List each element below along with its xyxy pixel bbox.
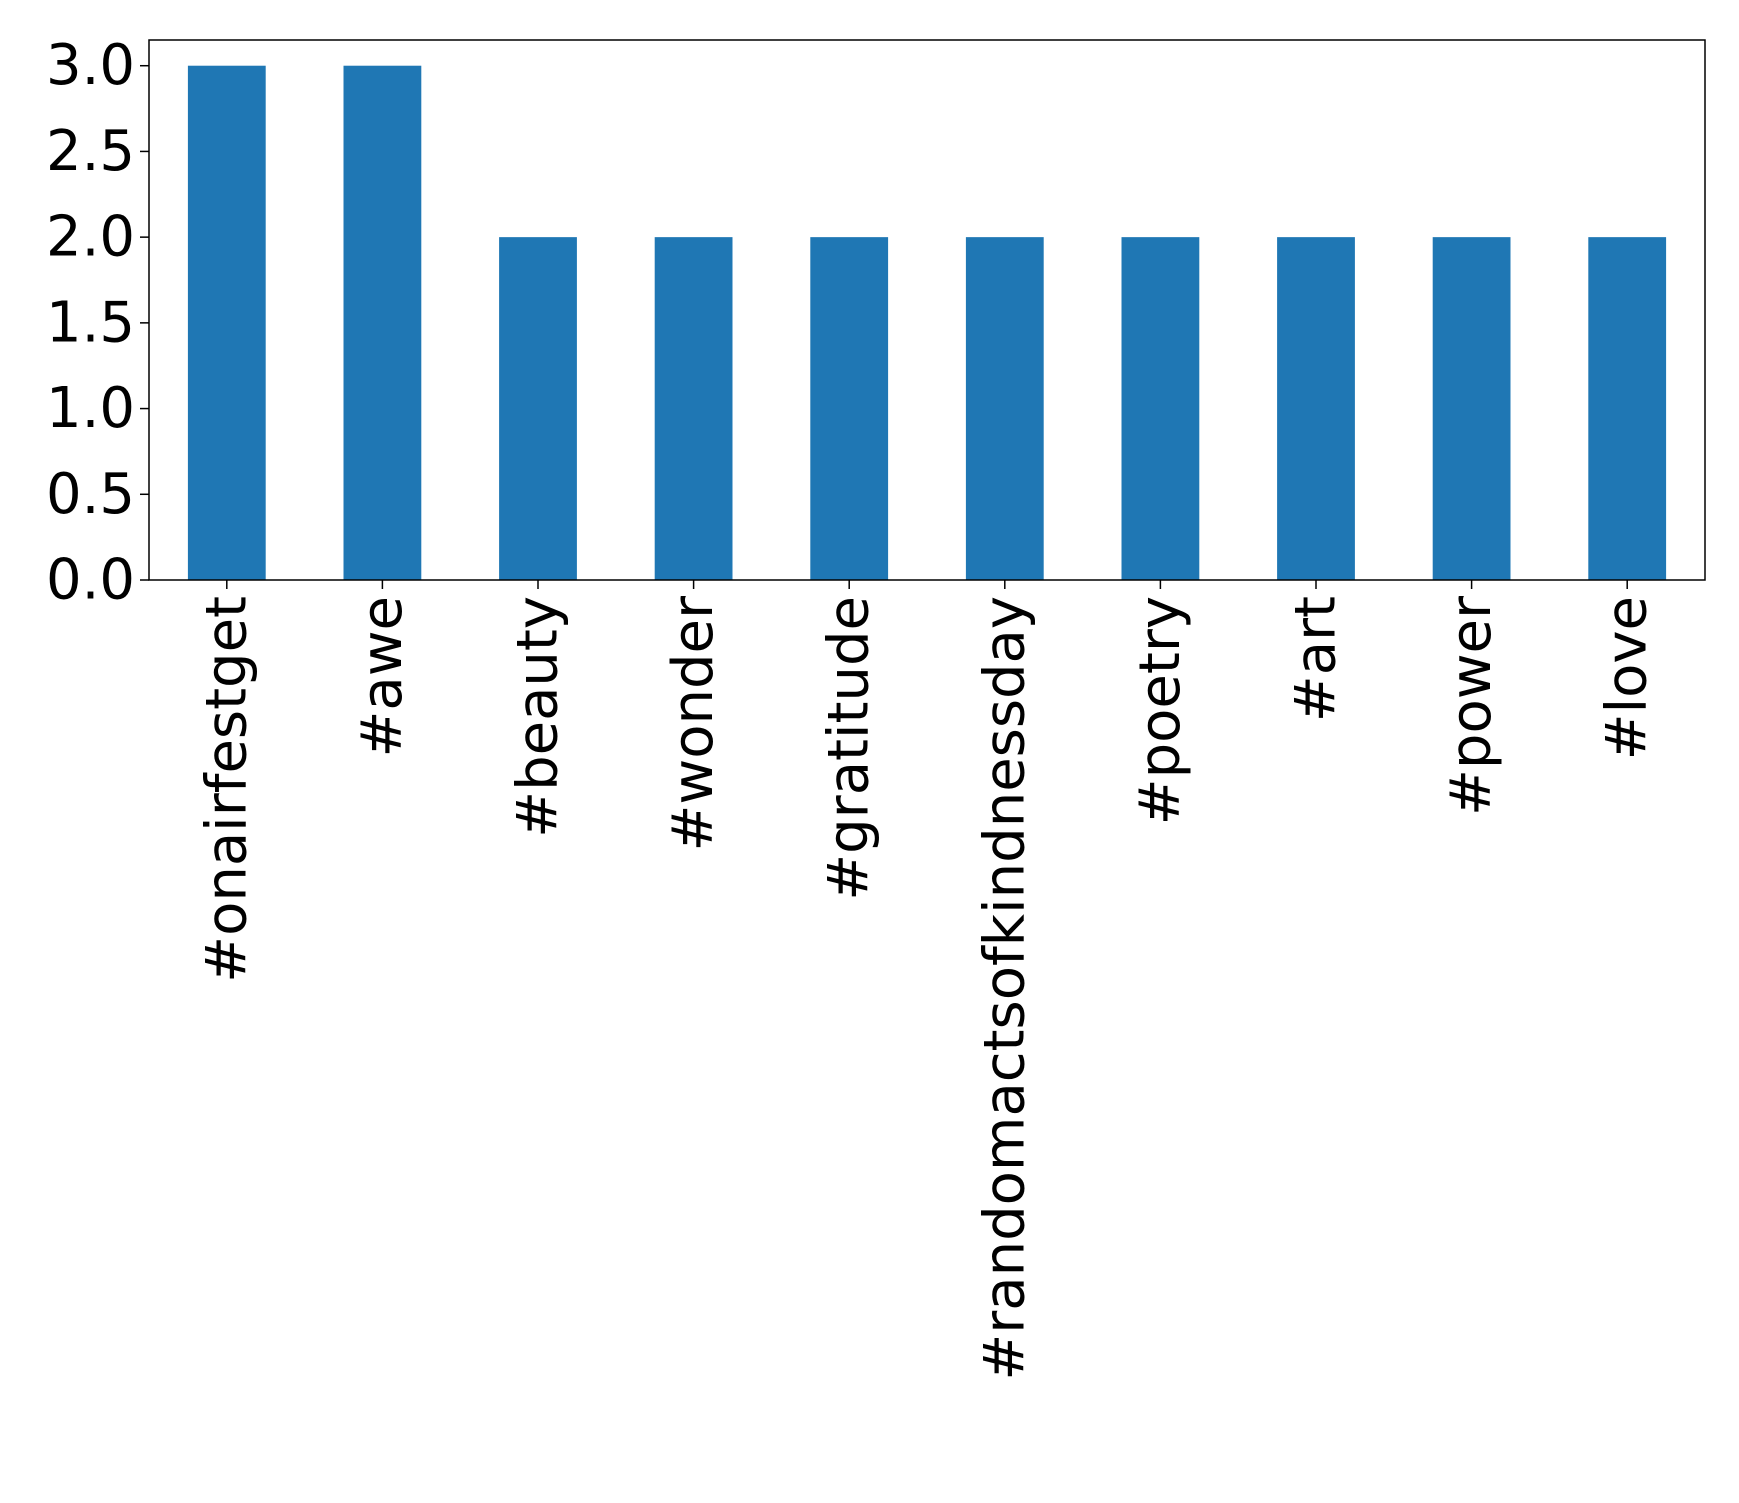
y-tick-label: 1.5 xyxy=(46,290,135,355)
y-tick-label: 1.0 xyxy=(46,376,135,441)
bar xyxy=(654,237,733,580)
x-tick-label: #art xyxy=(1284,596,1349,722)
x-tick-label: #wonder xyxy=(661,595,726,851)
y-tick-label: 2.0 xyxy=(46,205,135,270)
y-tick-label: 0.0 xyxy=(46,548,135,613)
x-tick-label: #randomactsofkindnessday xyxy=(972,596,1037,1381)
y-tick-label: 2.5 xyxy=(46,119,135,184)
bar xyxy=(1432,237,1511,580)
x-tick-label: #love xyxy=(1595,596,1660,760)
bar xyxy=(1588,237,1667,580)
y-axis: 0.0 0.5 1.0 1.5 2.0 2.5 3.0 xyxy=(46,33,149,613)
bars-group xyxy=(187,65,1667,580)
bar xyxy=(810,237,889,580)
x-tick-label: #poetry xyxy=(1128,596,1193,825)
x-tick-label: #gratitude xyxy=(817,596,882,901)
bar xyxy=(1277,237,1355,580)
bar xyxy=(965,237,1044,580)
y-tick-label: 3.0 xyxy=(46,33,135,98)
y-tick-label: 0.5 xyxy=(46,462,135,527)
x-axis: #onairfestget #awe #beauty #wonder #gratitud… xyxy=(194,580,1660,1381)
bar xyxy=(1121,237,1200,580)
bar xyxy=(343,65,422,580)
plot-frame xyxy=(148,39,1706,581)
x-tick-label: #onairfestget xyxy=(194,596,259,983)
x-tick-label: #beauty xyxy=(506,596,571,838)
bar xyxy=(187,65,266,580)
bar xyxy=(499,237,577,580)
x-tick-label: #awe xyxy=(350,596,415,758)
x-tick-label: #power xyxy=(1439,595,1504,816)
